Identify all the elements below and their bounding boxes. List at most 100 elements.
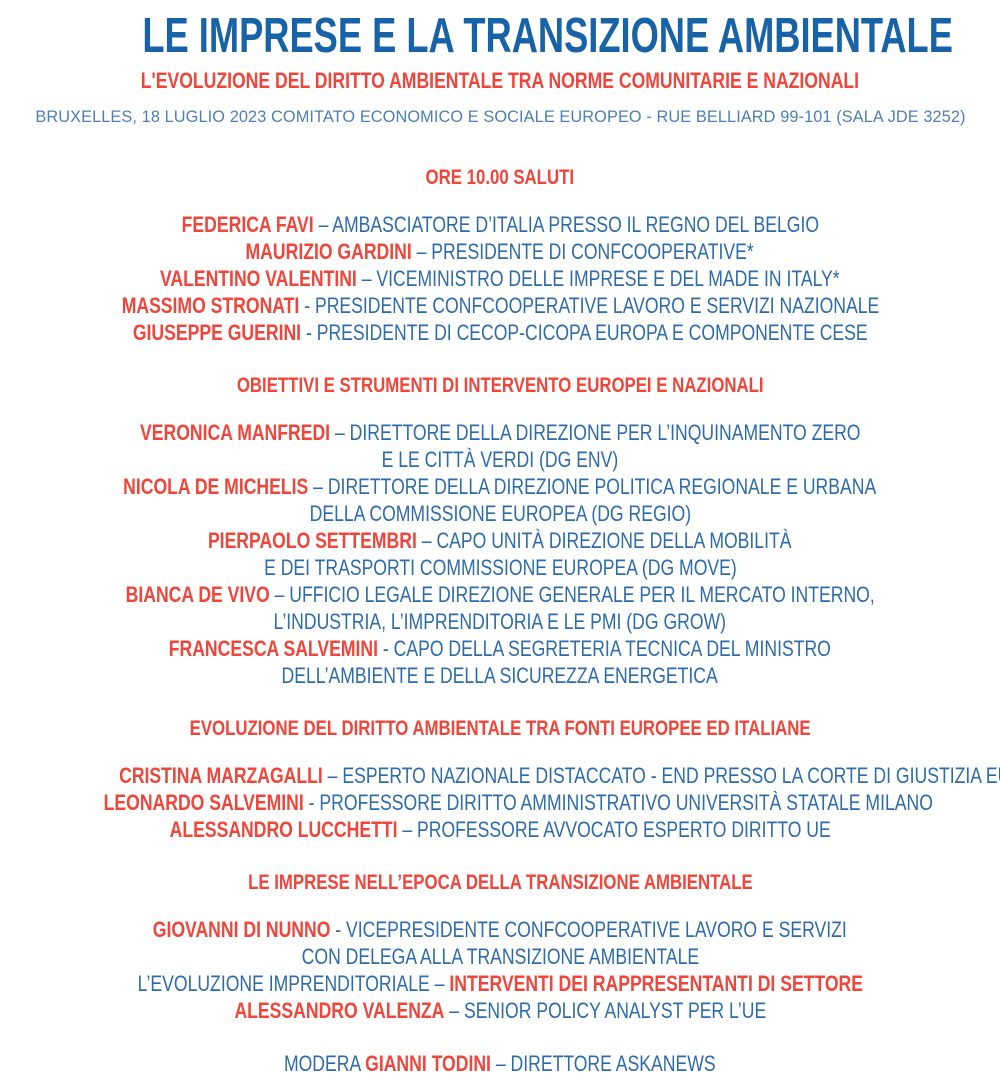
moderator-lead-text: MODERA xyxy=(284,1051,366,1076)
closing-list: L’EVOLUZIONE IMPRENDITORIALE – INTERVENT… xyxy=(0,970,1000,1024)
panel-lead-text: L’EVOLUZIONE IMPRENDITORIALE xyxy=(137,971,430,996)
section-heading: ORE 10.00 SALUTI xyxy=(425,166,575,189)
list-item: BIANCA DE VIVO – UFFICIO LEGALE DIREZION… xyxy=(0,581,1000,608)
speaker-list: VERONICA MANFREDI – DIRETTORE DELLA DIRE… xyxy=(0,419,1000,689)
program-section-imprese: LE IMPRESE NELL’EPOCA DELLA TRANSIZIONE … xyxy=(0,869,1000,970)
separator: - xyxy=(298,293,315,318)
section-heading: EVOLUZIONE DEL DIRITTO AMBIENTALE TRA FO… xyxy=(189,717,811,740)
speaker-name: FRANCESCA SALVEMINI xyxy=(168,636,379,661)
list-item-cont: DELLA COMMISSIONE EUROPEA (DG REGIO) xyxy=(0,500,1000,527)
section-heading: LE IMPRESE NELL’EPOCA DELLA TRANSIZIONE … xyxy=(247,871,753,894)
poster-subtitle-text: L'EVOLUZIONE DEL DIRITTO AMBIENTALE TRA … xyxy=(140,68,860,93)
separator: – xyxy=(397,817,417,842)
list-item-cont: L’INDUSTRIA, L’IMPRENDITORIA E LE PMI (D… xyxy=(0,608,1000,635)
program-closing: L’EVOLUZIONE IMPRENDITORIALE – INTERVENT… xyxy=(0,970,1000,1077)
list-item: ALESSANDRO VALENZA – SENIOR POLICY ANALY… xyxy=(0,997,1000,1024)
list-item-cont: CON DELEGA ALLA TRANSIZIONE AMBIENTALE xyxy=(0,943,1000,970)
separator: – xyxy=(329,420,350,445)
spacer xyxy=(0,399,1000,419)
program-section-saluti: ORE 10.00 SALUTI FEDERICA FAVI – AMBASCI… xyxy=(0,164,1000,346)
speaker-list: FEDERICA FAVI – AMBASCIATORE D’ITALIA PR… xyxy=(0,211,1000,346)
speaker-list: GIOVANNI DI NUNNO - VICEPRESIDENTE CONFC… xyxy=(0,916,1000,970)
spacer xyxy=(0,689,1000,715)
speaker-list: CRISTINA MARZAGALLI – ESPERTO NAZIONALE … xyxy=(0,762,1000,843)
panel-title-line: L’EVOLUZIONE IMPRENDITORIALE – INTERVENT… xyxy=(0,970,1000,997)
speaker-name: BIANCA DE VIVO xyxy=(125,582,270,607)
speaker-name: MAURIZIO GARDINI xyxy=(245,239,413,264)
speaker-name: VALENTINO VALENTINI xyxy=(160,266,358,291)
separator: – xyxy=(269,582,290,607)
speaker-name: FEDERICA FAVI xyxy=(181,212,314,237)
separator: - xyxy=(330,917,347,942)
speaker-role: ESPERTO NAZIONALE DISTACCATO - END PRESS… xyxy=(342,763,1000,788)
separator: – xyxy=(491,1051,511,1076)
list-item: LEONARDO SALVEMINI - PROFESSORE DIRITTO … xyxy=(0,789,1000,816)
speaker-name: PIERPAOLO SETTEMBRI xyxy=(208,528,418,553)
list-item: PIERPAOLO SETTEMBRI – CAPO UNITÀ DIREZIO… xyxy=(0,527,1000,554)
speaker-role-cont: L’INDUSTRIA, L’IMPRENDITORIA E LE PMI (D… xyxy=(273,609,727,634)
speaker-name: NICOLA DE MICHELIS xyxy=(123,474,309,499)
separator: – xyxy=(357,266,377,291)
speaker-role: DIRETTORE DELLA DIREZIONE POLITICA REGIO… xyxy=(328,474,877,499)
speaker-role: AMBASCIATORE D’ITALIA PRESSO IL REGNO DE… xyxy=(331,212,819,237)
list-item: VERONICA MANFREDI – DIRETTORE DELLA DIRE… xyxy=(0,419,1000,446)
speaker-name: LEONARDO SALVEMINI xyxy=(103,790,304,815)
speaker-role: PROFESSORE DIRITTO AMMINISTRATIVO UNIVER… xyxy=(319,790,933,815)
poster-header: LE IMPRESE E LA TRANSIZIONE AMBIENTALE L… xyxy=(0,0,1000,128)
moderator-role: DIRETTORE ASKANEWS xyxy=(510,1051,716,1076)
panel-highlight-text: INTERVENTI DEI RAPPRESENTANTI DI SETTORE xyxy=(449,971,863,996)
list-item: VALENTINO VALENTINI – VICEMINISTRO DELLE… xyxy=(0,265,1000,292)
spacer xyxy=(0,1024,1000,1050)
separator: – xyxy=(313,212,332,237)
speaker-role-cont: DELLA COMMISSIONE EUROPEA (DG REGIO) xyxy=(309,501,691,526)
list-item-cont: E DEI TRASPORTI COMMISSIONE EUROPEA (DG … xyxy=(0,554,1000,581)
page-title: LE IMPRESE E LA TRANSIZIONE AMBIENTALE xyxy=(0,10,1000,62)
venue-line-text: BRUXELLES, 18 LUGLIO 2023 COMITATO ECONO… xyxy=(34,107,966,126)
speaker-name: CRISTINA MARZAGALLI xyxy=(119,763,323,788)
speaker-name: VERONICA MANFREDI xyxy=(139,420,330,445)
program-list: ORE 10.00 SALUTI FEDERICA FAVI – AMBASCI… xyxy=(0,164,1000,1077)
spacer xyxy=(0,191,1000,211)
moderator-name: GIANNI TODINI xyxy=(365,1051,492,1076)
separator: – xyxy=(412,239,432,264)
list-item: FEDERICA FAVI – AMBASCIATORE D’ITALIA PR… xyxy=(0,211,1000,238)
separator: – xyxy=(417,528,437,553)
list-item: MAURIZIO GARDINI – PRESIDENTE DI CONFCOO… xyxy=(0,238,1000,265)
speaker-name: GIUSEPPE GUERINI xyxy=(132,320,301,345)
list-item: ALESSANDRO LUCCHETTI – PROFESSORE AVVOCA… xyxy=(0,816,1000,843)
spacer xyxy=(0,742,1000,762)
separator: – xyxy=(308,474,329,499)
speaker-role: VICEMINISTRO DELLE IMPRESE E DEL MADE IN… xyxy=(376,266,840,291)
speaker-role: VICEPRESIDENTE CONFCOOPERATIVE LAVORO E … xyxy=(346,917,847,942)
speaker-role: PRESIDENTE CONFCOOPERATIVE LAVORO E SERV… xyxy=(314,293,879,318)
spacer xyxy=(0,843,1000,869)
list-item: GIUSEPPE GUERINI - PRESIDENTE DI CECOP-C… xyxy=(0,319,1000,346)
spacer xyxy=(0,346,1000,372)
speaker-role: DIRETTORE DELLA DIREZIONE PER L’INQUINAM… xyxy=(349,420,861,445)
speaker-name: MASSIMO STRONATI xyxy=(121,293,299,318)
list-item: NICOLA DE MICHELIS – DIRETTORE DELLA DIR… xyxy=(0,473,1000,500)
list-item-cont: E LE CITTÀ VERDI (DG ENV) xyxy=(0,446,1000,473)
moderator-line: MODERA GIANNI TODINI – DIRETTORE ASKANEW… xyxy=(0,1050,1000,1077)
speaker-role: UFFICIO LEGALE DIREZIONE GENERALE PER IL… xyxy=(289,582,875,607)
page-title-text: LE IMPRESE E LA TRANSIZIONE AMBIENTALE xyxy=(142,9,953,63)
spacer xyxy=(0,896,1000,916)
speaker-role: PRESIDENTE DI CECOP-CICOPA EUROPA E COMP… xyxy=(316,320,868,345)
program-section-obiettivi: OBIETTIVI E STRUMENTI DI INTERVENTO EURO… xyxy=(0,372,1000,689)
separator: - xyxy=(303,790,320,815)
speaker-role-cont: CON DELEGA ALLA TRANSIZIONE AMBIENTALE xyxy=(301,944,699,969)
speaker-name: ALESSANDRO VALENZA xyxy=(234,998,445,1023)
speaker-role: CAPO UNITÀ DIREZIONE DELLA MOBILITÀ xyxy=(436,528,792,553)
speaker-role-cont: E LE CITTÀ VERDI (DG ENV) xyxy=(381,447,619,472)
separator: – xyxy=(444,998,464,1023)
separator: - xyxy=(300,320,317,345)
venue-line: BRUXELLES, 18 LUGLIO 2023 COMITATO ECONO… xyxy=(0,106,1000,128)
list-item: MASSIMO STRONATI - PRESIDENTE CONFCOOPER… xyxy=(0,292,1000,319)
speaker-role: CAPO DELLA SEGRETERIA TECNICA DEL MINIST… xyxy=(393,636,832,661)
speaker-role: PROFESSORE AVVOCATO ESPERTO DIRITTO UE xyxy=(416,817,831,842)
speaker-role: PRESIDENTE DI CONFCOOPERATIVE* xyxy=(431,239,755,264)
speaker-role-cont: E DEI TRASPORTI COMMISSIONE EUROPEA (DG … xyxy=(263,555,737,580)
speaker-name: ALESSANDRO LUCCHETTI xyxy=(169,817,398,842)
separator: - xyxy=(378,636,394,661)
